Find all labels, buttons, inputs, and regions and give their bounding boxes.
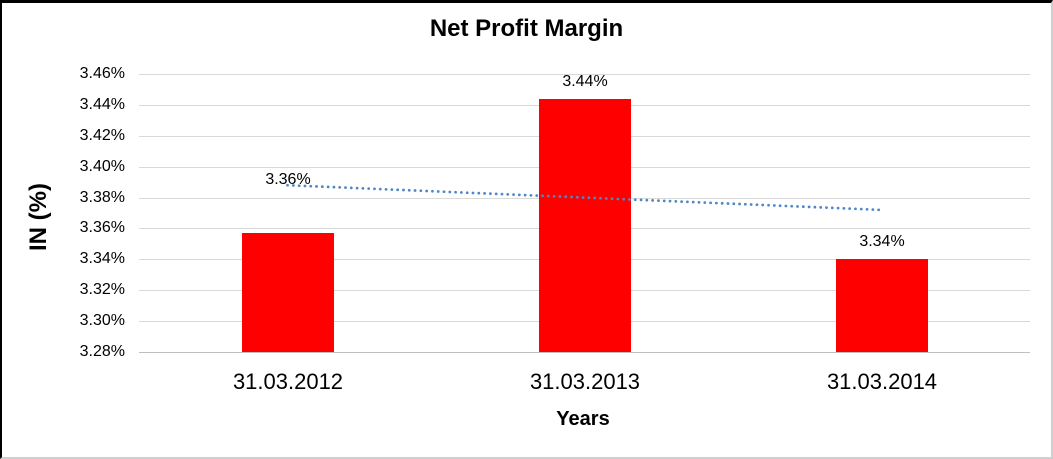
gridline-9 [139,352,1030,353]
y-tick-label-1: 3.44% [79,96,125,113]
x-tick-label-2: 31.03.2014 [826,369,938,394]
bar-data-label-1: 3.44% [562,73,608,90]
y-tick-label-6: 3.34% [79,250,125,267]
bar-1 [539,99,631,352]
y-tick-label-9: 3.28% [79,343,125,360]
y-tick-label-8: 3.30% [79,312,125,329]
x-tick-label-0: 31.03.2012 [232,369,344,394]
y-tick-label-2: 3.42% [79,127,125,144]
bar-data-label-2: 3.34% [859,233,905,250]
x-axis-title: Years [556,408,610,430]
bar-2 [836,259,928,352]
bar-0 [242,233,334,352]
y-tick-label-7: 3.32% [79,281,125,298]
gridline-0 [139,74,1030,75]
bar-data-label-0: 3.36% [265,171,311,188]
y-tick-label-3: 3.40% [79,158,125,175]
y-tick-label-5: 3.36% [79,219,125,236]
y-tick-label-0: 3.46% [79,65,125,82]
y-tick-label-4: 3.38% [79,189,125,206]
x-tick-label-1: 31.03.2013 [529,369,641,394]
chart-title: Net Profit Margin [429,15,624,42]
